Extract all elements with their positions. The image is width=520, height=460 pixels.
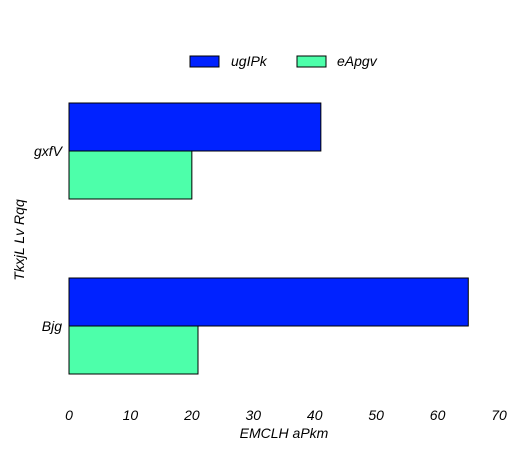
x-axis-label: EMCLH aPkm — [240, 425, 329, 441]
bar-eApgv-Bjg — [68, 325, 199, 375]
bars-group — [68, 102, 469, 375]
y-tick-label: gxfV — [34, 143, 64, 159]
legend-label-ugIPk: ugIPk — [231, 53, 268, 69]
x-tick-label: 30 — [245, 407, 261, 423]
bar-ugIPk-Bjg — [68, 277, 469, 327]
bar-ugIPk-gxfV — [68, 102, 322, 152]
y-axis-label: TkxjL Lv Rqq — [11, 199, 27, 281]
y-tick-labels: gxfV Bjg — [34, 143, 64, 334]
legend: ugIPk eApgv — [189, 53, 378, 69]
x-tick-label: 60 — [430, 407, 446, 423]
x-tick-labels: 0 10 20 30 40 50 60 70 — [65, 407, 507, 423]
x-tick-label: 0 — [65, 407, 73, 423]
legend-label-eApgv: eApgv — [337, 53, 378, 69]
legend-swatch-ugIPk — [189, 55, 220, 68]
x-tick-label: 70 — [491, 407, 507, 423]
legend-swatch-eApgv — [296, 55, 327, 68]
x-tick-label: 40 — [307, 407, 323, 423]
bar-eApgv-gxfV — [68, 150, 193, 200]
y-tick-label: Bjg — [42, 318, 62, 334]
x-tick-label: 50 — [368, 407, 384, 423]
x-tick-label: 20 — [183, 407, 200, 423]
x-tick-label: 10 — [123, 407, 139, 423]
